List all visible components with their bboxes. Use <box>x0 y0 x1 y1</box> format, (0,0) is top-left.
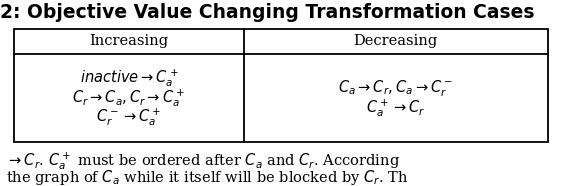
Text: $\rightarrow C_r$. $C_a^+$ must be ordered after $C_a$ and $C_r$. According: $\rightarrow C_r$. $C_a^+$ must be order… <box>6 150 400 171</box>
Text: 2: Objective Value Changing Transformation Cases: 2: Objective Value Changing Transformati… <box>0 3 534 22</box>
Text: Increasing: Increasing <box>89 34 169 48</box>
Text: $C_r \rightarrow C_a, C_r \rightarrow C_a^+$: $C_r \rightarrow C_a, C_r \rightarrow C_… <box>72 87 185 109</box>
Text: $C_a^+ \rightarrow C_r$: $C_a^+ \rightarrow C_r$ <box>366 97 425 119</box>
Text: $C_r^- \rightarrow C_a^+$: $C_r^- \rightarrow C_a^+$ <box>96 107 161 129</box>
Text: $C_a \rightarrow C_r, C_a \rightarrow C_r^-$: $C_a \rightarrow C_r, C_a \rightarrow C_… <box>338 78 454 99</box>
Text: the graph of $C_a$ while it itself will be blocked by $C_r$. Th: the graph of $C_a$ while it itself will … <box>6 168 408 186</box>
Text: $\mathit{inactive} \rightarrow C_a^+$: $\mathit{inactive} \rightarrow C_a^+$ <box>79 68 178 89</box>
Text: Decreasing: Decreasing <box>353 34 438 48</box>
Bar <box>14 29 548 142</box>
